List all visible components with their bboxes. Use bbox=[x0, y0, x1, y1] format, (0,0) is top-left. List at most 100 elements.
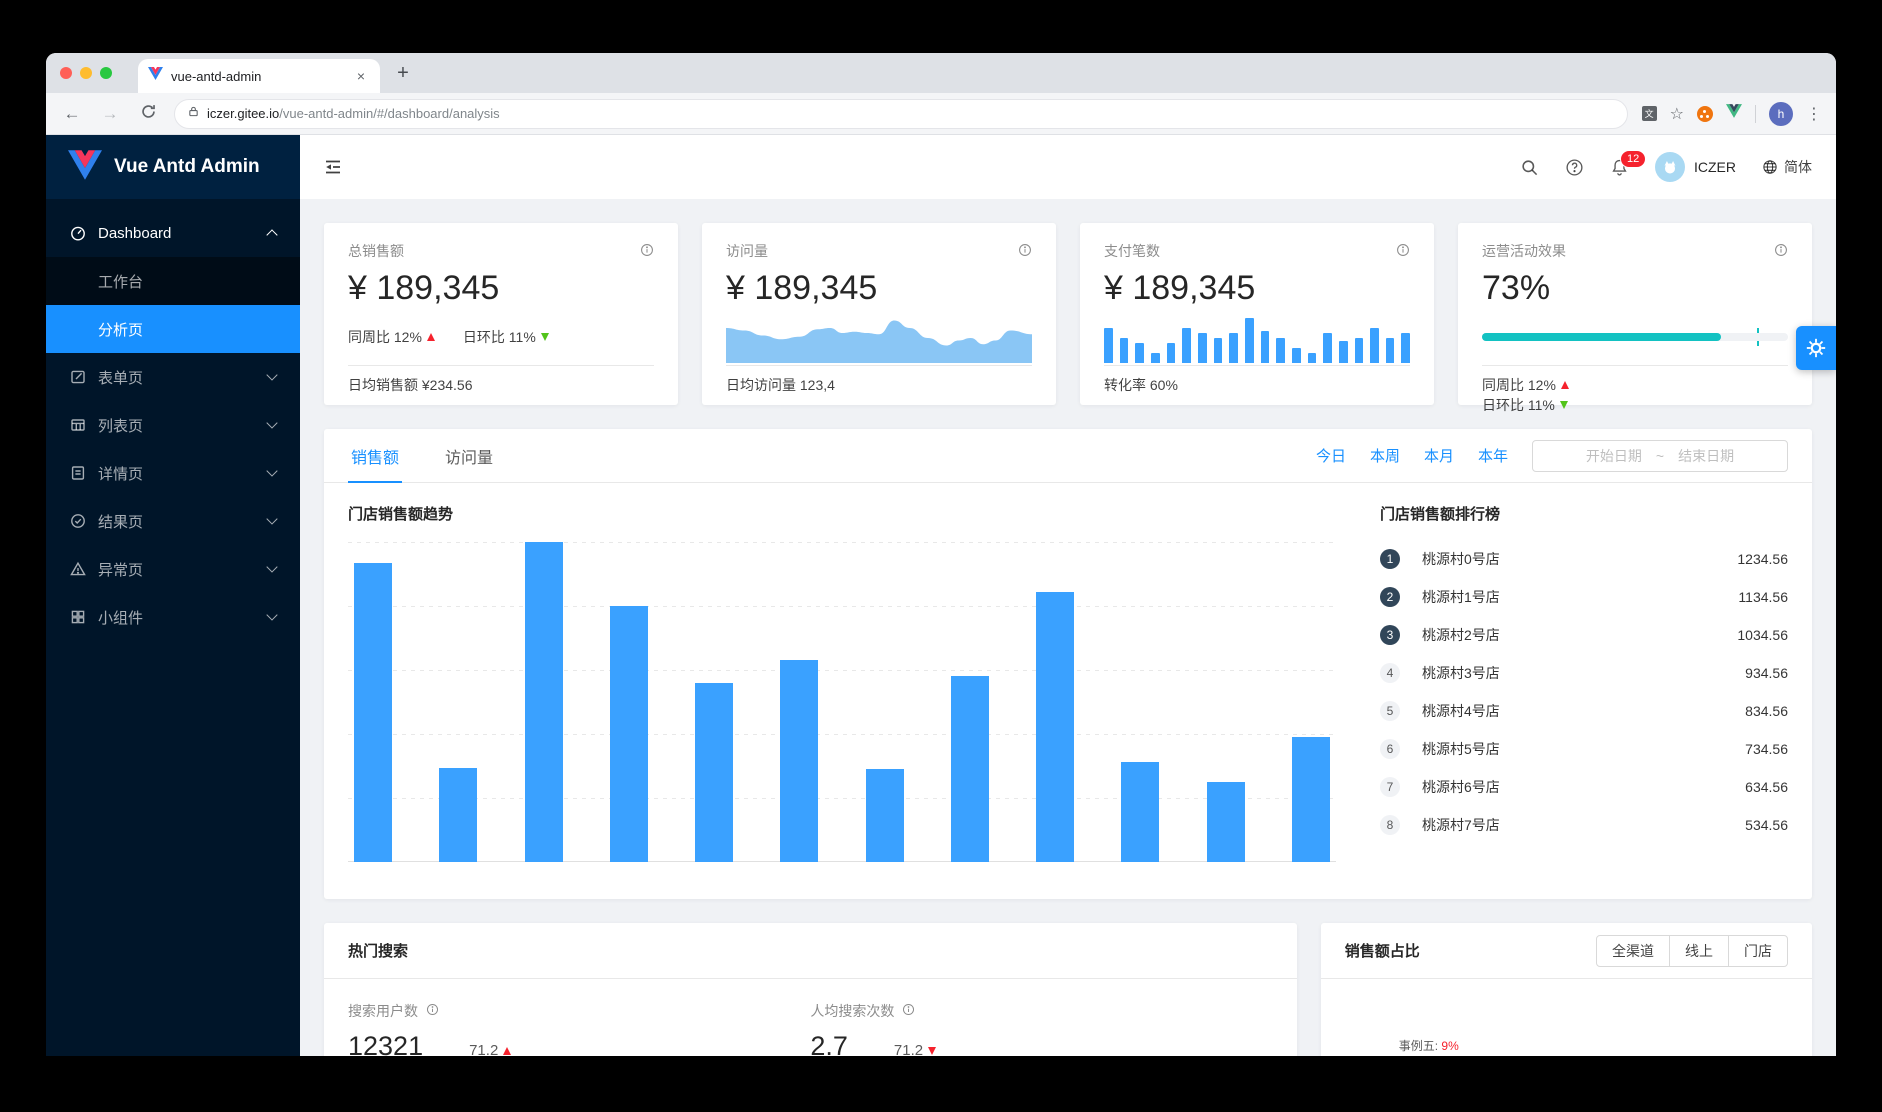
mini-bar bbox=[1229, 333, 1238, 363]
browser-window: vue-antd-admin × + ← → iczer.gitee.io/vu… bbox=[46, 53, 1836, 1056]
stat-value: ¥ 189,345 bbox=[348, 269, 500, 307]
minimize-window-button[interactable] bbox=[80, 67, 92, 79]
browser-profile-avatar[interactable]: h bbox=[1769, 101, 1793, 126]
stat-value: 73% bbox=[1482, 269, 1551, 307]
search-icon[interactable] bbox=[1520, 158, 1539, 177]
notification-badge: 12 bbox=[1620, 149, 1647, 168]
user-menu[interactable]: ICZER bbox=[1655, 152, 1736, 182]
sales-tabbar: 销售额 访问量 今日 本周 本月 本年 开始日期 ~ bbox=[324, 429, 1812, 483]
store-sales-trend: 门店销售额趋势 bbox=[348, 503, 1336, 879]
main-column: 12 ICZER 简体 bbox=[300, 135, 1836, 1056]
close-window-button[interactable] bbox=[60, 67, 72, 79]
sales-ratio-card: 销售额占比 全渠道 线上 门店 事例五: 9% bbox=[1320, 923, 1812, 1056]
trend-bar[interactable] bbox=[780, 659, 819, 862]
back-icon[interactable]: ← bbox=[63, 103, 81, 123]
sidebar-item-widgets[interactable]: 小组件 bbox=[46, 593, 300, 641]
app-title: Vue Antd Admin bbox=[114, 156, 260, 177]
sidebar-item-workplace[interactable]: 工作台 bbox=[98, 273, 144, 291]
visits-mini-area-chart[interactable] bbox=[726, 313, 1032, 363]
store-sales-value: 1134.56 bbox=[1738, 589, 1788, 605]
mini-bar bbox=[1244, 318, 1254, 363]
date-range-picker[interactable]: 开始日期 ~ 结束日期 bbox=[1532, 439, 1788, 472]
info-icon[interactable] bbox=[1774, 243, 1788, 260]
metric-search-users: 搜索用户数 12321 71.2 bbox=[348, 1001, 810, 1056]
orange-extension-icon[interactable] bbox=[1697, 105, 1713, 122]
filter-stores[interactable]: 门店 bbox=[1728, 935, 1787, 966]
filter-week[interactable]: 本周 bbox=[1369, 448, 1400, 465]
trend-bar[interactable] bbox=[1121, 762, 1160, 862]
reload-icon[interactable] bbox=[136, 104, 160, 124]
sidebar-item-exception[interactable]: 异常页 bbox=[46, 545, 300, 593]
trend-bar[interactable] bbox=[439, 768, 478, 862]
sidebar-item-result[interactable]: 结果页 bbox=[46, 497, 300, 545]
metric-trend: 71.2 bbox=[894, 1042, 937, 1056]
language-switch[interactable]: 简体 bbox=[1762, 157, 1812, 177]
ranking-row: 6 桃源村5号店 734.56 bbox=[1380, 730, 1788, 768]
translate-icon[interactable]: 文 bbox=[1641, 106, 1657, 121]
filter-month[interactable]: 本月 bbox=[1423, 448, 1454, 465]
zoom-window-button[interactable] bbox=[100, 67, 112, 79]
trend-bar[interactable] bbox=[354, 563, 392, 862]
store-name: 桃源村6号店 bbox=[1422, 779, 1500, 795]
store-name: 桃源村2号店 bbox=[1422, 627, 1500, 643]
info-icon[interactable] bbox=[902, 1003, 915, 1019]
vue-logo-icon bbox=[68, 149, 102, 185]
filter-all-channels[interactable]: 全渠道 bbox=[1612, 942, 1654, 959]
ranking-row: 3 桃源村2号店 1034.56 bbox=[1380, 616, 1788, 654]
mini-bar bbox=[1307, 353, 1317, 363]
chevron-down-icon bbox=[266, 369, 278, 381]
info-icon[interactable] bbox=[1018, 243, 1032, 260]
filter-year[interactable]: 本年 bbox=[1477, 448, 1508, 465]
trend-bar[interactable] bbox=[950, 675, 989, 862]
help-icon[interactable] bbox=[1565, 158, 1584, 177]
app-logo[interactable]: Vue Antd Admin bbox=[46, 135, 300, 199]
notifications[interactable]: 12 bbox=[1610, 149, 1647, 177]
dashboard-content: 总销售额 ¥ 189,345 同周比 12% 日环比 11% 日均销售额 ¥23… bbox=[300, 199, 1836, 1056]
browser-tab[interactable]: vue-antd-admin × bbox=[138, 59, 380, 93]
trend-bar[interactable] bbox=[695, 683, 734, 862]
stat-title: 访问量 bbox=[726, 243, 768, 259]
sidebar-menu: Dashboard 工作台 分析页 表单页 bbox=[46, 199, 300, 641]
filter-today[interactable]: 今日 bbox=[1315, 448, 1346, 465]
info-icon[interactable] bbox=[1396, 243, 1410, 260]
trend-bar[interactable] bbox=[1206, 781, 1245, 862]
activity-progress-bar bbox=[1482, 328, 1788, 346]
extensions-bar: 文 ☆ h ⋮ bbox=[1641, 101, 1822, 126]
store-name: 桃源村0号店 bbox=[1422, 551, 1500, 567]
tab-sales[interactable]: 销售额 bbox=[348, 429, 403, 483]
sidebar-item-list[interactable]: 列表页 bbox=[46, 401, 300, 449]
sidebar-item-analysis[interactable]: 分析页 bbox=[46, 305, 300, 353]
new-tab-button[interactable]: + bbox=[397, 61, 409, 84]
info-icon[interactable] bbox=[640, 243, 654, 260]
week-trend: 同周比 12% bbox=[1482, 375, 1760, 395]
trend-bar[interactable] bbox=[865, 769, 904, 862]
vue-devtools-icon[interactable] bbox=[1726, 104, 1742, 123]
sidebar-item-form[interactable]: 表单页 bbox=[46, 353, 300, 401]
bookmark-star-icon[interactable]: ☆ bbox=[1669, 105, 1684, 123]
rank-badge: 1 bbox=[1380, 549, 1400, 569]
sidebar-item-detail[interactable]: 详情页 bbox=[46, 449, 300, 497]
forward-icon[interactable]: → bbox=[101, 103, 119, 123]
settings-gear-button[interactable] bbox=[1796, 326, 1836, 370]
stat-value: ¥ 189,345 bbox=[1104, 269, 1256, 307]
trend-bar[interactable] bbox=[1291, 737, 1330, 862]
info-icon[interactable] bbox=[426, 1003, 439, 1019]
trend-bar[interactable] bbox=[609, 606, 648, 862]
mini-bar bbox=[1104, 328, 1113, 363]
filter-online[interactable]: 线上 bbox=[1669, 935, 1728, 966]
store-sales-bar-chart[interactable] bbox=[348, 542, 1336, 862]
menu-fold-icon[interactable] bbox=[324, 158, 342, 176]
trend-bar[interactable] bbox=[1036, 592, 1075, 862]
chevron-down-icon bbox=[266, 513, 278, 525]
toolbar-separator bbox=[1755, 104, 1756, 123]
url-bar[interactable]: iczer.gitee.io/vue-antd-admin/#/dashboar… bbox=[174, 98, 1628, 129]
tab-visits[interactable]: 访问量 bbox=[445, 449, 494, 467]
browser-menu-icon[interactable]: ⋮ bbox=[1806, 105, 1822, 123]
sidebar-item-dashboard[interactable]: Dashboard bbox=[46, 209, 300, 257]
url-text: iczer.gitee.io/vue-antd-admin/#/dashboar… bbox=[207, 106, 500, 121]
payments-mini-bar-chart[interactable] bbox=[1104, 313, 1411, 363]
trend-bar[interactable] bbox=[524, 542, 563, 862]
app-root: Vue Antd Admin Dashboard 工作台 分析页 bbox=[46, 135, 1836, 1056]
tab-close-icon[interactable]: × bbox=[356, 68, 366, 84]
stat-card-payments: 支付笔数 ¥ 189,345 转化率 60% bbox=[1080, 223, 1434, 405]
